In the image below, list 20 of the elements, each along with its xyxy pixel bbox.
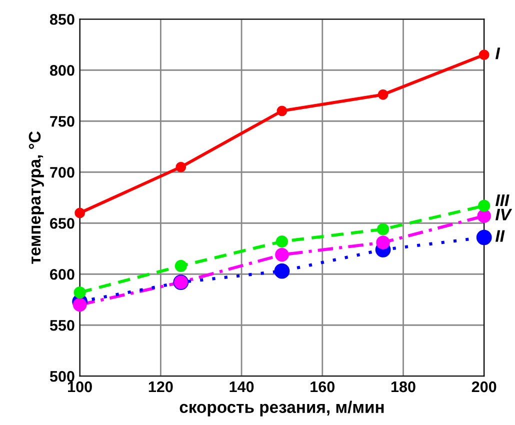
y-tick-label: 650 bbox=[50, 218, 74, 229]
x-tick-label: 140 bbox=[230, 381, 254, 392]
y-tick-label: 850 bbox=[50, 14, 74, 25]
y-tick-label: 700 bbox=[50, 166, 74, 178]
x-tick-label: 160 bbox=[310, 381, 335, 392]
series-label: III bbox=[496, 194, 510, 206]
series-label: I bbox=[496, 48, 500, 60]
y-axis-title: температура, °C bbox=[28, 131, 44, 264]
y-tick-label: 750 bbox=[50, 116, 74, 127]
x-tick-label: 200 bbox=[472, 381, 496, 392]
x-axis-title: скорость резания, м/мин bbox=[180, 400, 384, 416]
series-label: IV bbox=[496, 208, 512, 220]
x-tick-label: 100 bbox=[68, 381, 92, 392]
y-tick-label: 550 bbox=[50, 320, 74, 331]
y-tick-label: 800 bbox=[50, 64, 74, 76]
x-tick-label: 120 bbox=[148, 381, 173, 392]
y-tick-label: 600 bbox=[50, 268, 74, 280]
series-label: II bbox=[496, 230, 505, 242]
y-tick-label: 500 bbox=[50, 370, 74, 382]
x-tick-label: 180 bbox=[391, 381, 416, 392]
